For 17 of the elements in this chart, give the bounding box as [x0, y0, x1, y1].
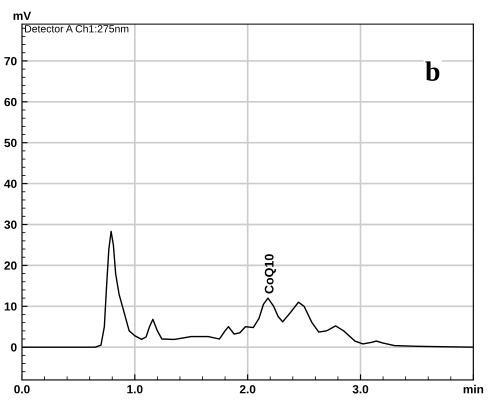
y-axis-title: mV: [14, 12, 32, 20]
y-tick-label: 40: [4, 180, 17, 188]
annotation: b: [425, 61, 440, 81]
y-tick-label: 70: [4, 56, 17, 66]
x-tick-label: 1.0: [127, 385, 143, 394]
x-tick-label: min: [464, 384, 484, 394]
annotation: Detector A Ch1:275nm: [25, 24, 128, 32]
x-tick-label: 0.0: [14, 385, 30, 394]
y-tick-label: 50: [4, 138, 17, 148]
x-tick-label: 3.0: [352, 385, 368, 394]
y-tick-label: 10: [4, 302, 17, 311]
x-tick-label: 2.0: [240, 385, 256, 394]
y-tick-label: 30: [4, 220, 17, 229]
y-tick-label: 20: [4, 261, 17, 270]
y-tick-label: 0: [11, 343, 17, 352]
y-tick-label: 60: [4, 98, 17, 106]
annotation: CoQ10: [264, 254, 276, 294]
